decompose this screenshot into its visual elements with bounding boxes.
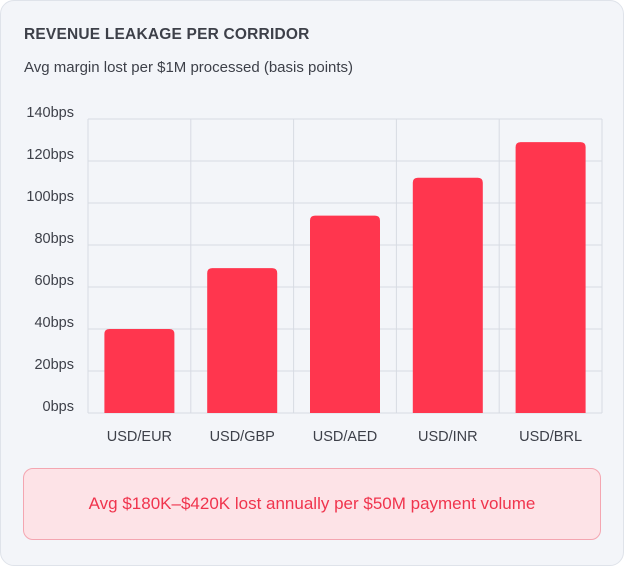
x-category-label: USD/GBP [210, 429, 275, 445]
y-axis-ticks: 0bps 20bps 40bps 60bps 80bps 100bps 120bps 140b… [26, 105, 74, 415]
bar-chart: 0bps 20bps 40bps 60bps 80bps 100bps 120bps 140b… [26, 105, 603, 445]
x-category-label: USD/INR [418, 429, 478, 445]
y-tick-label: 80bps [34, 231, 74, 247]
y-tick-label: 40bps [34, 315, 74, 331]
y-tick-label: 100bps [26, 189, 74, 205]
y-tick-label: 20bps [34, 357, 74, 373]
x-axis-labels: USD/EUR USD/GBP USD/AED USD/INR USD/BRL [107, 429, 582, 445]
chart-subtitle: Avg margin lost per $1M processed (basis… [24, 59, 354, 76]
bar-usd-inr [412, 177, 483, 413]
y-tick-label: 140bps [26, 105, 74, 121]
bar-usd-brl [515, 142, 586, 413]
summary-callout: Avg $180K–$420K lost annually per $50M p… [23, 468, 601, 540]
y-tick-label: 0bps [43, 399, 74, 415]
x-category-label: USD/AED [313, 429, 377, 445]
callout-text: Avg $180K–$420K lost annually per $50M p… [88, 494, 536, 513]
bar-usd-eur [104, 329, 175, 413]
bar-usd-aed [310, 215, 380, 413]
y-tick-label: 120bps [26, 147, 74, 163]
x-category-label: USD/EUR [107, 429, 172, 445]
bars [104, 142, 586, 413]
x-category-label: USD/BRL [519, 429, 582, 445]
bar-usd-gbp [207, 268, 278, 413]
y-tick-label: 60bps [34, 273, 74, 289]
chart-title: REVENUE LEAKAGE PER CORRIDOR [24, 26, 310, 43]
